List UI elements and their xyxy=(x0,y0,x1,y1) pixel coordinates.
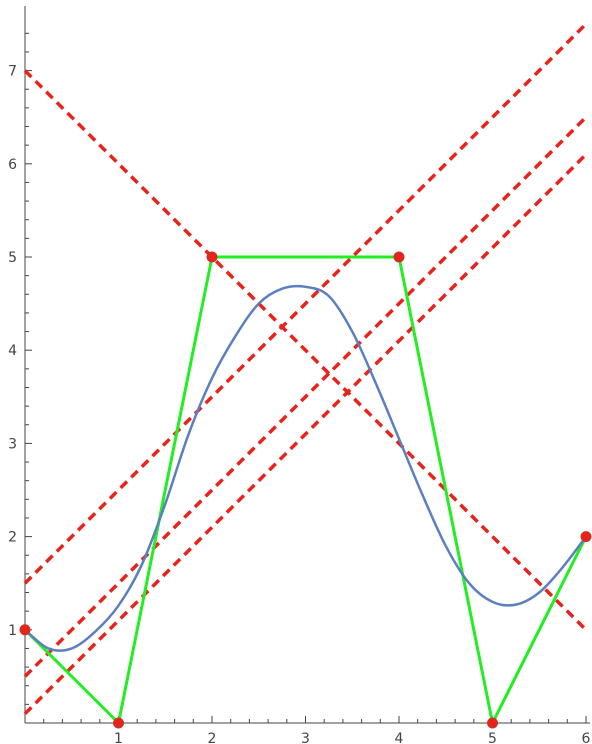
control-point xyxy=(19,624,31,636)
x-tick-label: 2 xyxy=(208,731,217,744)
y-tick-label: 7 xyxy=(8,64,17,80)
x-tick-label: 5 xyxy=(488,731,497,744)
control-points xyxy=(19,251,592,729)
bezier-curve xyxy=(24,284,587,652)
y-tick-label: 4 xyxy=(8,343,17,359)
dashed-line xyxy=(23,115,588,678)
x-tick-label: 3 xyxy=(301,731,310,744)
bezier-curve-layer xyxy=(24,284,587,652)
control-point xyxy=(393,251,405,263)
control-polygon-layer xyxy=(23,255,588,725)
axes: 1 2 3 4 5 6 1 2 3 4 5 6 7 xyxy=(8,6,591,744)
control-point xyxy=(206,251,218,263)
control-point xyxy=(487,717,498,729)
y-tick-label: 2 xyxy=(8,530,17,546)
y-tick-label: 6 xyxy=(8,157,17,173)
dashed-lines xyxy=(23,22,588,715)
y-tick-label: 3 xyxy=(8,436,17,452)
x-tick-label: 1 xyxy=(114,731,123,744)
y-ticks: 1 2 3 4 5 6 7 xyxy=(8,32,32,705)
control-polygon xyxy=(23,255,588,725)
x-ticks: 1 2 3 4 5 6 xyxy=(43,716,591,744)
x-tick-label: 6 xyxy=(582,731,591,744)
dashed-line xyxy=(23,22,588,585)
y-tick-label: 1 xyxy=(8,623,17,639)
dashed-line xyxy=(23,153,588,715)
x-tick-label: 4 xyxy=(395,731,404,744)
dashed-line xyxy=(23,69,588,632)
y-tick-label: 5 xyxy=(8,250,17,266)
control-point xyxy=(580,531,592,543)
control-point xyxy=(113,717,124,729)
